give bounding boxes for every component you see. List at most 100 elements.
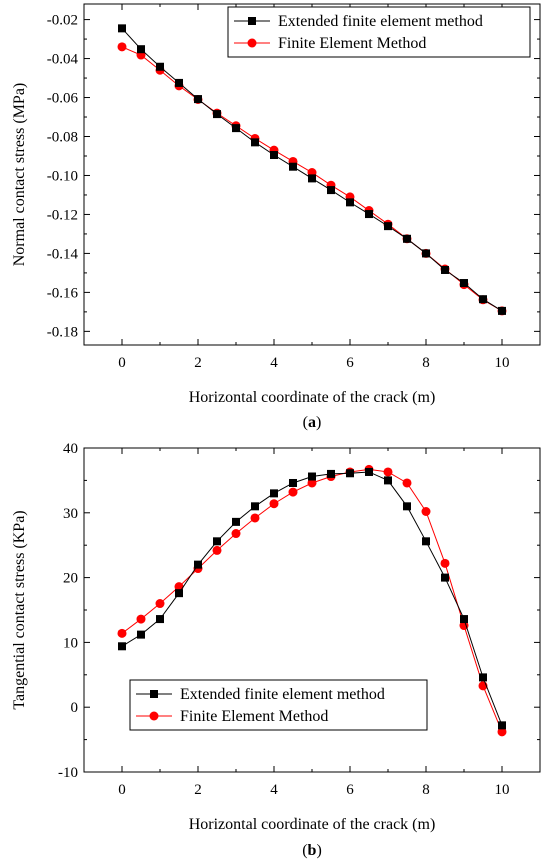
data-point-square (346, 198, 354, 207)
x-tick-label: 2 (194, 782, 202, 798)
x-tick-label: 6 (346, 355, 354, 371)
data-point-square (289, 478, 297, 487)
data-point-square (156, 615, 164, 624)
data-point-square (232, 517, 240, 526)
data-point-square (251, 138, 259, 147)
legend-marker-circle (247, 38, 257, 48)
y-tick-label: 30 (63, 506, 78, 522)
data-point-square (175, 78, 183, 87)
x-tick-label: 4 (270, 782, 278, 798)
data-point-square (270, 151, 278, 160)
data-point-circle (288, 487, 298, 497)
legend-box (227, 6, 531, 58)
data-point-circle (136, 614, 146, 624)
data-point-square (118, 24, 126, 33)
data-point-square (365, 467, 373, 476)
x-tick-label: 10 (495, 782, 510, 798)
chart-panel-a: 0 2 4 6 8 10 -0.02 -0.04 -0.06 -0.08 -0.10 -0.12 -0.… (11, 3, 541, 431)
y-axis-label: Tangential contact stress (KPa) (11, 510, 28, 709)
data-point-circle (117, 628, 127, 638)
legend: Extended finite element method Finite Ele… (227, 6, 531, 58)
data-point-square (403, 234, 411, 243)
data-point-square (232, 124, 240, 133)
data-point-circle (231, 529, 241, 539)
data-point-square (308, 472, 316, 481)
data-point-circle (440, 558, 450, 568)
data-point-circle (421, 507, 431, 517)
y-tick-label: -10 (58, 765, 78, 781)
data-point-circle (459, 621, 469, 631)
y-tick-label: -0.10 (47, 168, 78, 184)
x-tick-label: 8 (422, 355, 430, 371)
data-point-square (175, 589, 183, 598)
data-point-square (384, 476, 392, 485)
data-point-circle (117, 42, 127, 52)
data-point-square (346, 469, 354, 478)
data-point-circle (212, 545, 222, 555)
data-point-square (194, 95, 202, 104)
data-point-square (137, 45, 145, 54)
data-point-square (194, 560, 202, 569)
y-tick-label: -0.08 (47, 130, 78, 146)
data-point-square (498, 306, 506, 315)
data-point-square (403, 502, 411, 511)
data-point-circle (250, 513, 260, 523)
data-point-square (327, 186, 335, 195)
x-tick-label: 10 (495, 355, 510, 371)
data-point-square (251, 502, 259, 511)
data-point-square (422, 537, 430, 546)
x-tick-label: 6 (346, 782, 354, 798)
data-point-square (422, 249, 430, 258)
data-point-circle (497, 727, 507, 737)
y-tick-label: -0.04 (47, 52, 79, 68)
data-point-square (441, 573, 449, 582)
y-tick-label: -0.14 (47, 246, 79, 262)
y-tick-label: -0.06 (47, 91, 79, 107)
data-point-square (308, 174, 316, 183)
legend-marker-square (150, 690, 158, 698)
data-point-square (156, 62, 164, 71)
panel-caption: (b) (302, 842, 322, 859)
x-axis-label: Horizontal coordinate of the crack (m) (189, 816, 436, 833)
y-tick-label: 10 (63, 635, 78, 651)
data-point-square (137, 630, 145, 639)
data-point-square (118, 642, 126, 651)
x-axis-label: Horizontal coordinate of the crack (m) (189, 389, 436, 406)
data-point-square (498, 721, 506, 730)
data-point-square (270, 489, 278, 498)
data-point-square (384, 222, 392, 231)
data-point-circle (269, 499, 279, 509)
data-point-square (479, 295, 487, 304)
x-tick-label: 0 (118, 355, 126, 371)
x-tick-label: 8 (422, 782, 430, 798)
legend-marker-circle (149, 711, 159, 721)
data-point-circle (402, 478, 412, 488)
legend-label: Finite Element Method (180, 708, 328, 725)
data-point-square (441, 265, 449, 274)
legend-label: Extended finite element method (278, 13, 483, 30)
y-tick-label: -0.16 (47, 285, 79, 301)
data-point-square (213, 110, 221, 119)
legend: Extended finite element method Finite Ele… (129, 679, 428, 731)
panel-caption: (a) (303, 414, 322, 431)
data-point-circle (155, 599, 165, 609)
data-point-square (479, 673, 487, 682)
legend-marker-square (248, 17, 256, 25)
y-tick-label: -0.18 (47, 324, 78, 340)
data-point-circle (307, 478, 317, 488)
x-tick-label: 0 (118, 782, 126, 798)
data-point-circle (383, 467, 393, 477)
legend-label: Extended finite element method (180, 686, 385, 703)
legend-box (129, 679, 428, 731)
data-point-square (213, 537, 221, 546)
x-tick-label: 2 (194, 355, 202, 371)
data-point-square (460, 615, 468, 624)
data-point-square (289, 162, 297, 171)
y-tick-label: -0.02 (47, 13, 78, 29)
legend-label: Finite Element Method (278, 35, 426, 52)
chart-panel-b: 0 2 4 6 8 10 -10 0 10 20 30 40 Horizontal coordinate… (11, 441, 541, 859)
y-tick-label: -0.12 (47, 207, 78, 223)
data-point-square (365, 210, 373, 219)
y-tick-label: 0 (71, 700, 79, 716)
